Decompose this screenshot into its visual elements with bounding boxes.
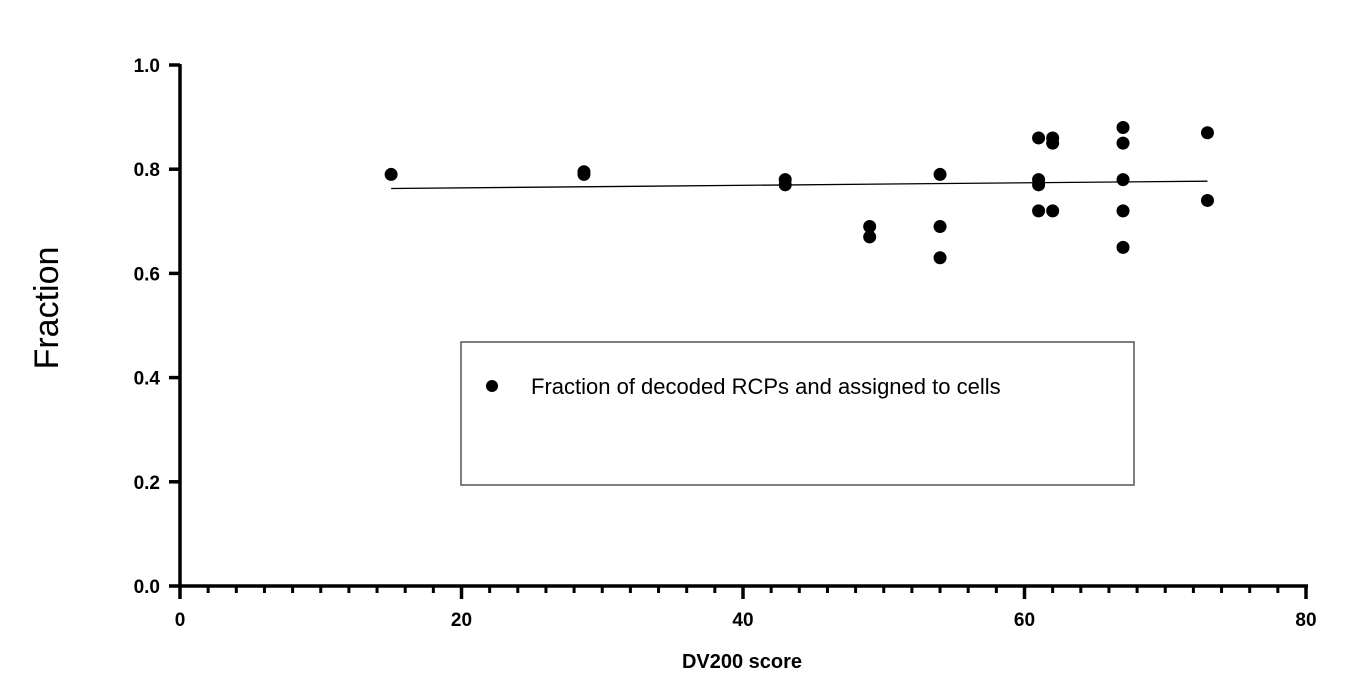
y-tick-label: 0.0 xyxy=(134,577,160,598)
data-point xyxy=(1032,131,1046,145)
x-tick-label: 0 xyxy=(175,610,186,631)
x-tick-label: 80 xyxy=(1295,610,1316,631)
y-tick-label: 0.6 xyxy=(134,264,160,285)
data-point xyxy=(933,251,947,265)
x-axis-title: DV200 score xyxy=(682,651,802,673)
data-point xyxy=(1032,178,1046,192)
data-point xyxy=(1200,126,1214,140)
data-point xyxy=(1116,173,1130,187)
axes: 0.0 0.2 0.4 0.6 0.8 1.0 0 20 40 60 80 xyxy=(134,56,1317,631)
data-point xyxy=(933,220,947,234)
data-point xyxy=(1116,204,1130,218)
trendline-group xyxy=(391,180,1208,190)
x-tick-label: 40 xyxy=(732,610,753,631)
legend-marker xyxy=(486,380,498,392)
legend: Fraction of decoded RCPs and assigned to… xyxy=(460,341,1135,486)
x-tick-label: 60 xyxy=(1014,610,1035,631)
data-point xyxy=(577,167,591,181)
y-tick-label: 0.8 xyxy=(134,160,160,181)
data-point xyxy=(1046,204,1060,218)
y-tick-label: 0.4 xyxy=(134,369,161,390)
data-point xyxy=(1046,136,1060,150)
data-point xyxy=(1116,121,1130,135)
data-point xyxy=(1116,136,1130,150)
data-point xyxy=(1200,193,1214,207)
y-tick-label: 1.0 xyxy=(134,56,160,77)
y-axis-title: Fraction xyxy=(28,247,66,370)
data-point xyxy=(863,220,877,234)
data-point xyxy=(1116,240,1130,254)
data-point xyxy=(384,167,398,181)
data-point xyxy=(863,230,877,244)
trendline xyxy=(391,180,1208,190)
y-tick-label: 0.2 xyxy=(134,473,160,494)
data-point xyxy=(778,178,792,192)
data-point xyxy=(933,167,947,181)
data-point xyxy=(1032,204,1046,218)
x-tick-label: 20 xyxy=(451,610,472,631)
data-points xyxy=(384,121,1214,265)
legend-label: Fraction of decoded RCPs and assigned to… xyxy=(531,374,1001,399)
legend-box xyxy=(460,341,1135,486)
